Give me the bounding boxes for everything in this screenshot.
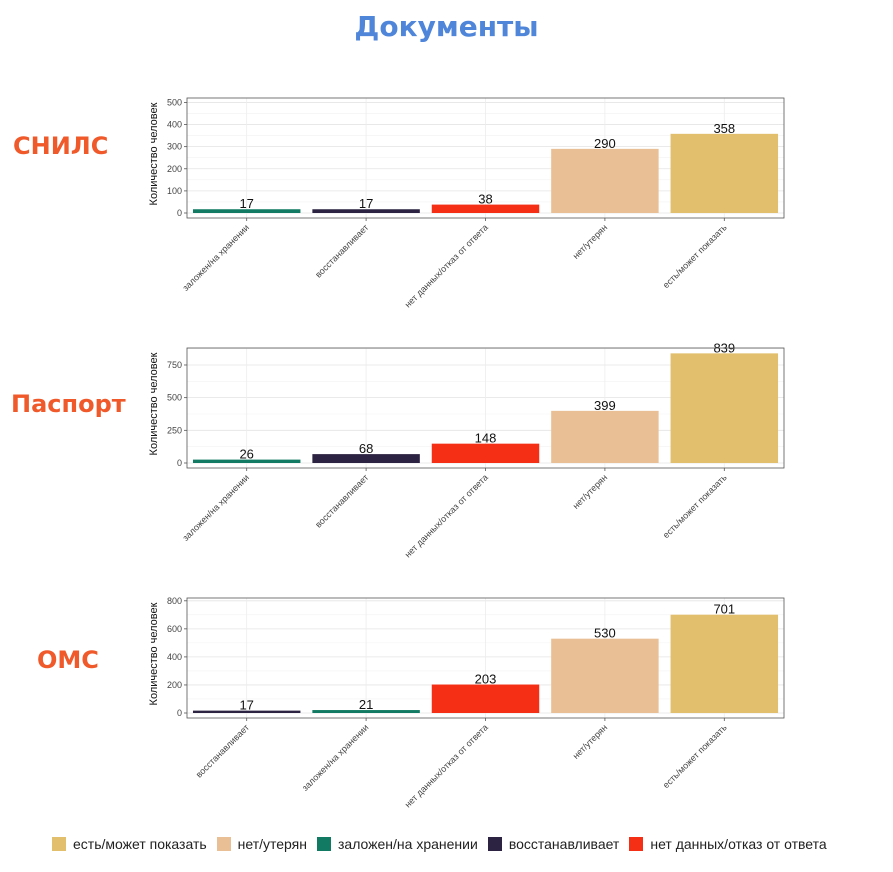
data-label: 17	[359, 196, 373, 211]
x-tick-label: восстанавливает	[194, 722, 251, 779]
bar	[431, 684, 540, 713]
legend-label: нет данных/отказ от ответа	[650, 836, 827, 852]
x-tick-label: нет данных/отказ от ответа	[403, 222, 490, 309]
x-tick-label: заложен/на хранении	[180, 472, 251, 543]
y-tick-label: 600	[167, 624, 182, 634]
legend-item: нет/утерян	[216, 836, 307, 852]
y-tick-label: 750	[167, 360, 182, 370]
bar	[431, 204, 540, 213]
legend-item: заложен/на хранении	[317, 836, 478, 852]
x-tick-label: заложен/на хранении	[180, 222, 251, 293]
bar	[312, 454, 420, 463]
bar	[312, 209, 420, 213]
y-tick-label: 0	[177, 208, 182, 218]
data-label: 530	[594, 626, 616, 641]
data-label: 290	[594, 136, 616, 151]
x-tick-label: есть/может показать	[661, 222, 729, 290]
y-axis-title: Количество человек	[148, 352, 160, 455]
bar	[192, 710, 301, 713]
legend-swatch	[317, 837, 331, 851]
x-tick-label: восстанавливает	[313, 222, 370, 279]
x-tick-label: нет данных/отказ от ответа	[403, 472, 490, 559]
bar	[551, 148, 659, 213]
x-tick-label: нет/утерян	[571, 722, 610, 761]
x-tick-label: восстанавливает	[313, 472, 370, 529]
y-tick-label: 300	[167, 142, 182, 152]
bar	[551, 638, 659, 713]
legend: есть/может показать нет/утерян заложен/на …	[52, 836, 837, 852]
y-tick-label: 500	[167, 97, 182, 107]
y-axis-title: Количество человек	[148, 102, 160, 205]
data-label: 148	[475, 431, 497, 446]
bar	[670, 614, 779, 713]
legend-label: есть/может показать	[73, 836, 207, 852]
plot-border	[186, 347, 785, 469]
data-label: 21	[359, 697, 373, 712]
chart-oms: 0 200 400 600 800 17 восстанавливает 21 заложен/…	[148, 596, 785, 810]
data-label: 399	[594, 398, 616, 413]
bar	[670, 133, 779, 213]
y-tick-label: 200	[167, 680, 182, 690]
chart-label-passport: Паспорт	[11, 390, 126, 418]
y-axis-title: Количество человек	[148, 602, 160, 705]
y-tick-label: 100	[167, 186, 182, 196]
x-tick-label: нет/утерян	[571, 222, 610, 261]
data-label: 358	[713, 121, 735, 136]
plot-border	[186, 97, 785, 219]
y-tick-label: 800	[167, 596, 182, 606]
x-tick-label: нет/утерян	[571, 472, 610, 511]
legend-swatch	[629, 837, 644, 851]
legend-label: восстанавливает	[508, 836, 620, 852]
bar	[192, 459, 301, 463]
chart-passport: 0 250 500 750 26 заложен/на хранении 68 восстан…	[148, 340, 785, 560]
y-tick-label: 500	[167, 393, 182, 403]
y-tick-label: 400	[167, 652, 182, 662]
x-tick-label: нет данных/отказ от ответа	[403, 722, 490, 809]
data-label: 38	[478, 192, 492, 207]
y-tick-label: 200	[167, 164, 182, 174]
x-tick-label: заложен/на хранении	[300, 722, 371, 793]
data-label: 17	[239, 196, 253, 211]
data-label: 68	[359, 441, 373, 456]
bar	[192, 209, 301, 213]
bar	[312, 710, 420, 713]
bar	[551, 410, 659, 463]
x-tick-label: есть/может показать	[661, 472, 729, 540]
legend-label: заложен/на хранении	[338, 836, 478, 852]
legend-swatch	[487, 837, 502, 851]
data-label: 203	[475, 672, 497, 687]
legend-item: нет данных/отказ от ответа	[629, 836, 827, 852]
x-tick-label: есть/может показать	[661, 722, 729, 790]
y-tick-label: 250	[167, 425, 182, 435]
bar	[670, 353, 779, 463]
y-tick-label: 0	[177, 458, 182, 468]
data-label: 26	[239, 447, 253, 462]
legend-swatch	[216, 837, 231, 851]
legend-item: есть/может показать	[52, 836, 207, 852]
page-title: Документы	[354, 10, 539, 43]
data-label: 17	[239, 698, 253, 713]
legend-swatch	[52, 837, 66, 851]
data-label: 701	[713, 602, 735, 617]
legend-label: нет/утерян	[237, 836, 307, 852]
legend-item: восстанавливает	[487, 836, 620, 852]
charts-canvas: 0 100 200 300 400 500 17 заложен/на хранении 17 в…	[148, 97, 785, 810]
chart-label-oms: ОМС	[37, 646, 99, 674]
chart-label-snils: СНИЛС	[13, 132, 109, 160]
y-tick-label: 400	[167, 120, 182, 130]
plot-border	[186, 597, 785, 719]
bar	[431, 443, 540, 463]
chart-snils: 0 100 200 300 400 500 17 заложен/на хранении 17 в…	[148, 97, 785, 310]
y-tick-label: 0	[177, 708, 182, 718]
